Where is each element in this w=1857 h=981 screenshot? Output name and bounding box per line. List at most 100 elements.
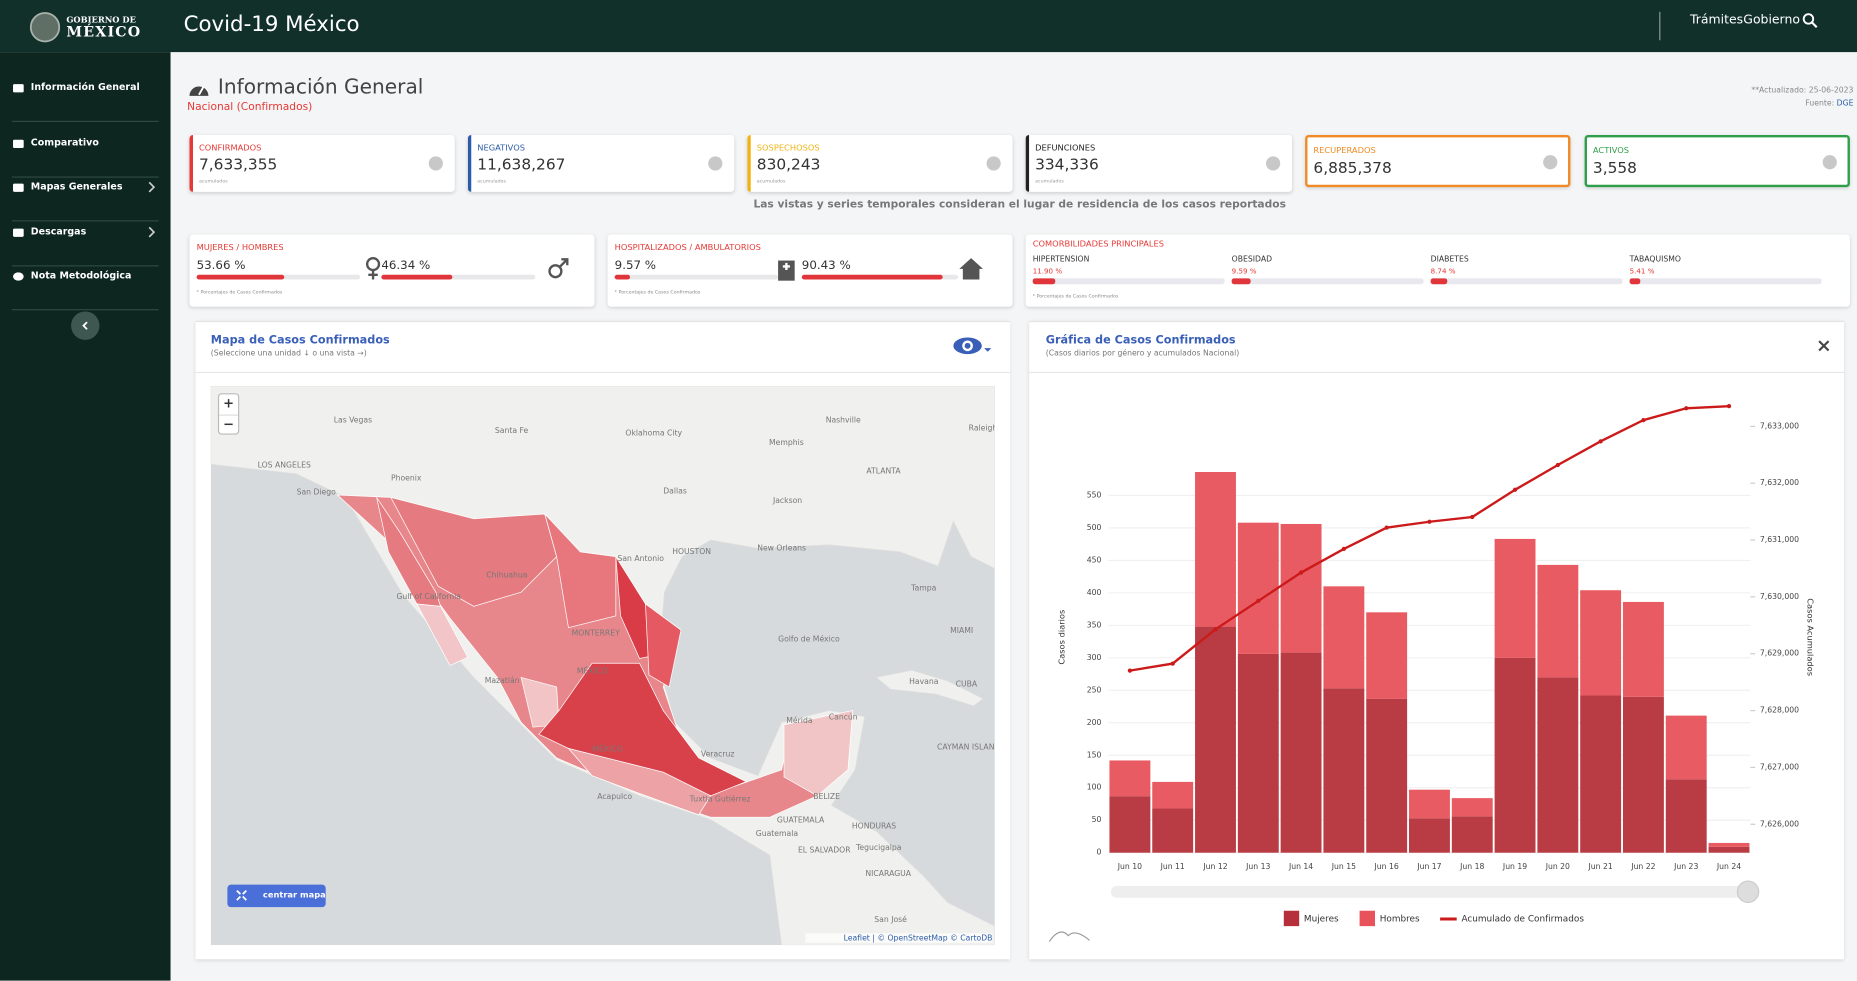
bar: [1451, 798, 1493, 817]
stat-note: acumulados: [477, 177, 506, 184]
eye-icon[interactable]: [951, 334, 994, 358]
search-icon[interactable]: [1801, 12, 1818, 29]
center-map-button[interactable]: [227, 884, 326, 908]
stat-value: 334,336: [1035, 156, 1099, 175]
map-title: Mapa de Casos Confirmados: [210, 333, 390, 348]
menu-item[interactable]: Descargas: [30, 226, 87, 237]
bar: [1580, 695, 1622, 853]
y2-tick-label: 7,629,000: [1760, 649, 1799, 658]
y2-tick-label: 7,628,000: [1760, 706, 1799, 715]
menu-item[interactable]: Comparativo: [30, 137, 99, 149]
bar: [1152, 781, 1194, 809]
comorbidity-name: DIABETES: [1430, 254, 1469, 265]
menu-item[interactable]: Mapas Generales: [30, 181, 123, 192]
logo-bottom: MÉXICO: [66, 23, 142, 41]
ratio-note: * Porcentajes de Casos Confirmados: [614, 288, 701, 295]
zoom-in[interactable]: +: [223, 395, 235, 411]
bar: [1409, 789, 1450, 819]
y2-tick-label: 7,632,000: [1760, 478, 1799, 487]
legend-swatch: [1283, 910, 1300, 927]
bar: [1280, 523, 1322, 653]
stat-note: acumulados: [198, 177, 228, 184]
y-tick-label: 50: [1092, 815, 1102, 824]
nav-link[interactable]: Gobierno: [1743, 13, 1800, 28]
x-tick-label: Jun 14: [1288, 862, 1313, 871]
map-label: NICARAGUA: [865, 869, 911, 878]
collapse-button[interactable]: [70, 310, 101, 341]
map-label: Nashville: [826, 415, 861, 424]
y2-tick-label: 7,630,000: [1760, 592, 1799, 601]
menu-icon: [13, 272, 24, 281]
icon-circle: [1543, 155, 1558, 170]
source-link[interactable]: DGE: [1836, 98, 1854, 108]
x-tick-label: Jun 15: [1331, 862, 1356, 871]
ratio-value: 90.43 %: [801, 259, 851, 273]
x-tick-label: Jun 23: [1673, 862, 1698, 871]
source: Fuente: DGE: [1705, 98, 1853, 107]
ratio-value: 53.66 %: [196, 259, 246, 273]
comorbidity-bar: [1430, 278, 1448, 285]
stat-label: SOSPECHOSOS: [756, 143, 820, 153]
icon-circle: [708, 156, 723, 171]
x-tick-label: Jun 21: [1588, 862, 1613, 871]
map[interactable]: Las Vegas Santa Fe Oklahoma City Memphis Nas…: [210, 386, 995, 946]
y-tick-label: 500: [1087, 523, 1102, 532]
stat-icon: [708, 156, 723, 171]
male-symbol: [548, 264, 563, 279]
map-label: Oklahoma City: [625, 428, 682, 437]
map-label: Acapulco: [597, 792, 632, 801]
map-label: Tegucigalpa: [855, 843, 902, 852]
map-subtitle: (Seleccione una unidad ↓ o una vista →): [210, 348, 367, 358]
legend-label: Mujeres: [1304, 915, 1339, 925]
comorbidity-note: * Porcentajes de Casos Confirmados: [1032, 292, 1119, 299]
icon-shape: [13, 139, 24, 149]
comorbidity-bar: [1231, 278, 1251, 285]
range-handle: [1736, 880, 1760, 904]
map-label: HONDURAS: [852, 822, 896, 831]
stat-label: RECUPERADOS: [1313, 145, 1376, 156]
stat-label: NEGATIVOS: [477, 143, 526, 153]
comorbidity-track: [1032, 278, 1225, 285]
line-point: [1213, 627, 1218, 632]
icon-shape: [13, 183, 24, 192]
stat-icon: [986, 156, 1001, 171]
map-label: BELIZE: [813, 792, 840, 801]
menu-chevron: [148, 181, 156, 193]
updated: **Actualizado: 25-06-2023: [1751, 85, 1854, 95]
map-label: Golfo de México: [778, 635, 840, 644]
stat-icon: [1822, 155, 1837, 170]
zoom-out[interactable]: −: [219, 414, 239, 434]
logo-top: GOBIERNO DE: [66, 14, 136, 25]
nav-link[interactable]: Trámites: [1690, 13, 1744, 28]
chevron: [148, 226, 156, 238]
comorbidity-bar: [1032, 278, 1056, 285]
menu-icon: [13, 183, 24, 192]
stat-card: DEFUNCIONES 334,336 acumulados: [1025, 135, 1293, 192]
stat-icon: [428, 156, 443, 171]
map-label: Las Vegas: [334, 415, 372, 424]
stat-card: SOSPECHOSOS 830,243 acumulados: [747, 135, 1013, 192]
bar: [1109, 760, 1151, 797]
menu-item[interactable]: Información General: [30, 81, 140, 93]
close-icon[interactable]: [1818, 340, 1830, 352]
line-point: [1641, 417, 1646, 423]
menu-chevron: [148, 226, 156, 238]
comorbidity-bar: [1629, 278, 1640, 285]
icon-shape: [13, 84, 24, 93]
male-arrow: [559, 258, 569, 268]
stat-card: RECUPERADOS 6,885,378: [1305, 135, 1571, 188]
y2-tick-label: 7,627,000: [1760, 762, 1799, 771]
header-divider: [1659, 11, 1661, 41]
chart-subtitle: (Casos diarios por género y acumulados N…: [1045, 348, 1240, 358]
center-icon: [236, 889, 247, 901]
ratio-icon: [365, 256, 381, 280]
notice: Las vistas y series temporales considera…: [753, 198, 1286, 211]
stat-value: 830,243: [756, 156, 821, 175]
map-label: Guatemala: [756, 829, 799, 838]
menu-item[interactable]: Nota Metodológica: [30, 270, 132, 281]
legend-label: Hombres: [1380, 915, 1420, 925]
search-lens: [1802, 13, 1815, 25]
line-point: [1555, 462, 1560, 468]
stat-value: 11,638,267: [477, 156, 566, 175]
